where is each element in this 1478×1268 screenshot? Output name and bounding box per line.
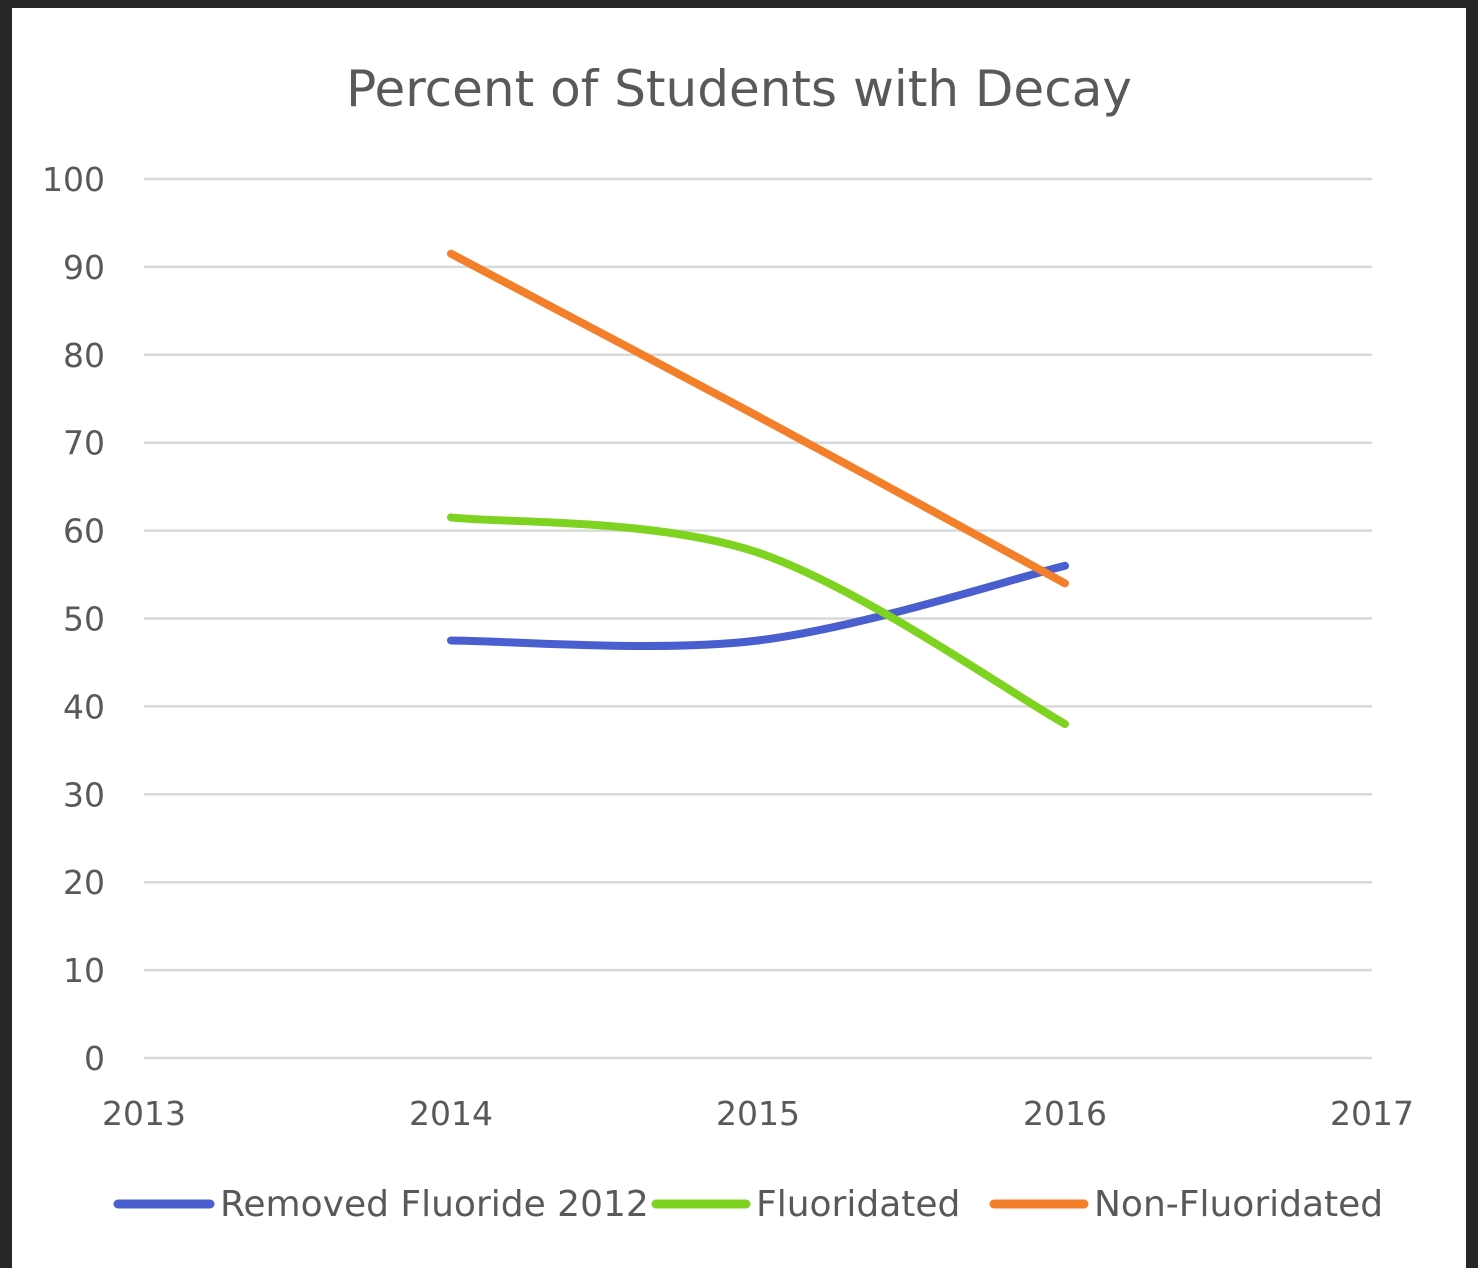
y-tick-label: 10	[63, 951, 105, 990]
y-tick-label: 30	[63, 775, 105, 814]
x-tick-label: 2014	[409, 1094, 493, 1133]
y-tick-label: 60	[63, 512, 105, 551]
y-tick-label: 70	[63, 424, 105, 463]
series-layer	[447, 249, 1069, 728]
chart-title: Percent of Students with Decay	[346, 60, 1132, 118]
x-tick-label: 2017	[1330, 1094, 1414, 1133]
legend-label: Fluoridated	[756, 1184, 960, 1225]
y-tick-label: 0	[84, 1039, 105, 1078]
x-tick-label: 2015	[716, 1094, 800, 1133]
y-tick-label: 40	[63, 687, 105, 726]
y-tick-label: 90	[63, 248, 105, 287]
series-line-1	[447, 513, 1069, 728]
y-axis: 0 10 20 30 40 50 60 70 80 90 100	[42, 160, 105, 1078]
y-tick-label: 100	[42, 160, 105, 199]
x-axis: 2013 2014 2015 2016 2017	[102, 1094, 1414, 1133]
legend-label: Removed Fluoride 2012	[220, 1184, 649, 1225]
series-line-0	[447, 561, 1069, 651]
gridlines	[144, 177, 1372, 1060]
x-tick-label: 2016	[1023, 1094, 1107, 1133]
legend: Removed Fluoride 2012 Fluoridated Non-Fluo…	[113, 1184, 1383, 1225]
y-tick-label: 50	[63, 600, 105, 639]
y-tick-label: 20	[63, 863, 105, 902]
x-tick-label: 2013	[102, 1094, 186, 1133]
legend-label: Non-Fluoridated	[1094, 1184, 1383, 1225]
series-line-2	[447, 249, 1069, 588]
y-tick-label: 80	[63, 336, 105, 375]
